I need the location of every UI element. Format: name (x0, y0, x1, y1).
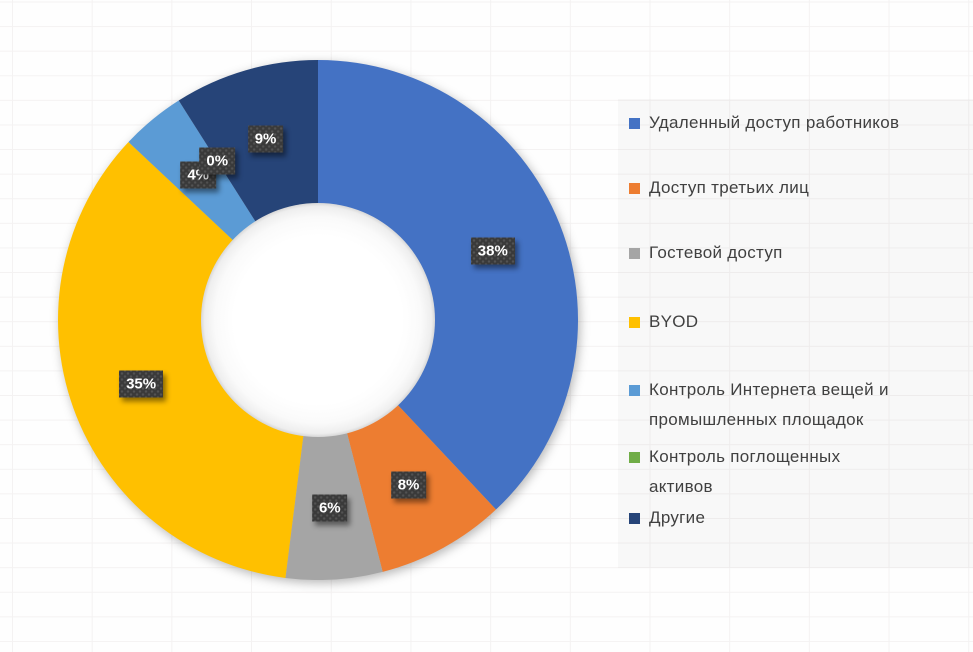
legend-background (618, 99, 973, 568)
legend-item-others: Другие (629, 503, 959, 533)
legend-label: BYOD (649, 312, 699, 331)
legend-item-iot-control: Контроль Интернета вещей и промышленных … (629, 375, 959, 435)
legend-label: Контроль поглощенных активов (649, 447, 841, 496)
data-label-3: 35% (119, 370, 163, 397)
data-label-2: 6% (312, 494, 348, 521)
legend-marker-icon (629, 183, 640, 194)
data-label-5: 0% (199, 148, 235, 175)
legend-label: Гостевой доступ (649, 243, 783, 262)
legend-label: Контроль Интернета вещей и промышленных … (649, 380, 889, 429)
legend-item-acquired-assets: Контроль поглощенных активов (629, 442, 959, 502)
pie-slice-2 (285, 320, 383, 580)
legend-item-third-party: Доступ третьих лиц (629, 173, 959, 203)
legend-item-remote-access: Удаленный доступ работников (629, 108, 959, 138)
legend-label: Доступ третьих лиц (649, 178, 810, 197)
data-label-0: 38% (471, 237, 515, 264)
legend-marker-icon (629, 385, 640, 396)
legend-item-guest-access: Гостевой доступ (629, 238, 959, 268)
legend-marker-icon (629, 452, 640, 463)
pie-slice-3 (57, 142, 318, 578)
donut-hole (201, 203, 435, 437)
legend-marker-icon (629, 118, 640, 129)
legend-marker-icon (629, 317, 640, 328)
legend-label: Другие (649, 508, 706, 527)
legend-marker-icon (629, 248, 640, 259)
legend-label: Удаленный доступ работников (649, 113, 900, 132)
data-label-6: 9% (248, 126, 284, 153)
legend-item-byod: BYOD (629, 307, 959, 337)
legend-marker-icon (629, 513, 640, 524)
chart-legend: Удаленный доступ работников Доступ треть… (629, 0, 973, 652)
data-label-1: 8% (391, 471, 427, 498)
pie-slice-0 (318, 60, 578, 510)
data-label-4: 4% (180, 162, 216, 189)
